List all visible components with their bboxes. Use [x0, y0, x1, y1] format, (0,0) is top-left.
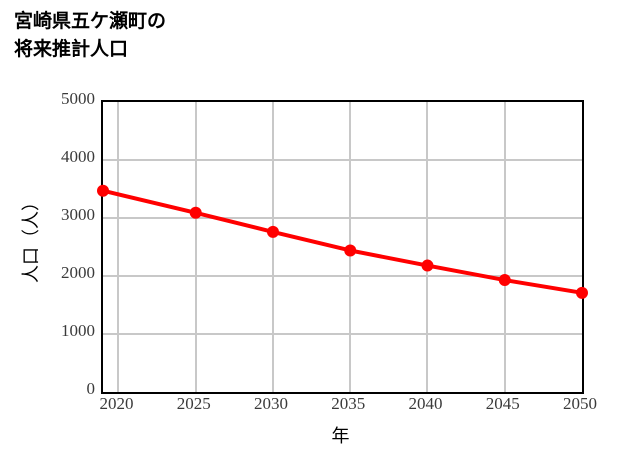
- series-markers: [97, 184, 588, 299]
- x-axis-tick-labels: 2020 2025 2030 2035 2040 2045 2050: [0, 394, 621, 418]
- y-tick-label: 4000: [61, 147, 95, 166]
- gridline-vertical: [117, 102, 120, 392]
- x-axis-title: 年: [331, 426, 350, 447]
- gridline-horizontal: [103, 159, 582, 161]
- x-tick-label: 2025: [176, 394, 211, 413]
- y-axis-tick-labels: 0 1000 2000 3000 4000 5000: [33, 89, 95, 398]
- gridline-horizontal: [103, 333, 582, 335]
- x-tick-label: 2020: [99, 394, 134, 413]
- x-tick-label: 2030: [253, 394, 288, 413]
- x-tick-label: 2045: [485, 394, 520, 413]
- gridline-vertical: [271, 102, 274, 392]
- data-point: [576, 286, 588, 299]
- gridline-vertical: [194, 102, 197, 392]
- gridline-vertical: [503, 102, 506, 392]
- chart-title: 宮崎県五ケ瀬町の 将来推計人口: [14, 10, 167, 60]
- series-line: [101, 188, 584, 295]
- x-tick-label: 2040: [408, 394, 443, 413]
- data-series-layer: [97, 184, 588, 299]
- plot-area: [97, 100, 588, 394]
- y-tick-label: 2000: [61, 263, 95, 282]
- gridline-vertical: [349, 102, 352, 392]
- gridline-vertical: [426, 102, 429, 392]
- x-tick-label: 2050: [563, 394, 597, 413]
- gridline-horizontal: [103, 275, 582, 277]
- y-tick-label: 5000: [61, 89, 95, 108]
- y-tick-label: 3000: [61, 205, 95, 224]
- y-tick-label: 1000: [61, 321, 95, 340]
- x-tick-label: 2035: [331, 394, 366, 413]
- y-tick-label: 0: [86, 379, 96, 398]
- gridline-horizontal: [103, 217, 582, 219]
- data-point: [97, 184, 109, 197]
- y-axis-title: 人口（人）: [21, 193, 42, 283]
